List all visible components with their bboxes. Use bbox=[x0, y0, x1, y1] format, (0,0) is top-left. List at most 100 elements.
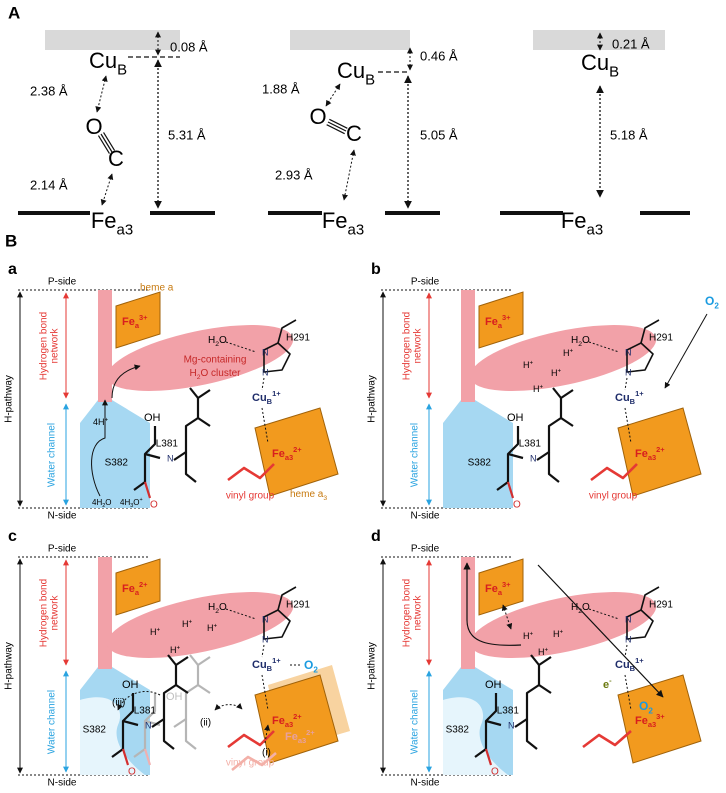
h-pathway: H-pathway bbox=[4, 642, 15, 690]
label-part: Fe bbox=[635, 448, 648, 460]
label-part: O bbox=[304, 658, 313, 672]
water-channel: Water channel bbox=[410, 423, 421, 487]
atom-label: O bbox=[85, 114, 102, 139]
line bbox=[664, 313, 708, 389]
line bbox=[624, 674, 632, 711]
fe-a3-label: Fea32+ bbox=[272, 445, 302, 462]
e-minus-label: e- bbox=[603, 676, 612, 691]
step-arrow bbox=[117, 691, 161, 711]
fe-label: Fea3 bbox=[322, 208, 364, 239]
proton-column bbox=[98, 557, 112, 669]
label-part: Cu bbox=[615, 659, 630, 671]
panel-letter: d bbox=[371, 528, 381, 545]
label-part: O cluster bbox=[201, 368, 242, 379]
label-part: 2 bbox=[215, 608, 219, 615]
label-part: B bbox=[117, 61, 127, 78]
line bbox=[588, 608, 620, 620]
residue-ghost bbox=[189, 654, 199, 666]
atom-label: C bbox=[108, 146, 124, 171]
l381: L381 bbox=[156, 439, 179, 450]
label-part: 2 bbox=[102, 503, 105, 509]
residue-ghost bbox=[197, 684, 211, 694]
proton-column bbox=[461, 290, 475, 402]
panel-letter: b bbox=[371, 261, 381, 278]
step-label: (iii) bbox=[112, 698, 125, 709]
atom-label: N bbox=[167, 453, 174, 463]
label-part: O bbox=[133, 498, 139, 507]
vinyl-ghost bbox=[231, 752, 277, 772]
label-part: 3+ bbox=[502, 313, 511, 322]
line bbox=[95, 75, 108, 113]
label-part: B bbox=[267, 664, 273, 673]
label-part: 4H bbox=[120, 498, 130, 507]
label-part: a3 bbox=[117, 221, 134, 238]
label-part: B bbox=[267, 397, 273, 406]
label-part: B bbox=[630, 664, 636, 673]
label-part: Fe bbox=[485, 316, 498, 328]
label-part: H bbox=[208, 602, 215, 613]
distance-label: 0.08 Å bbox=[170, 39, 208, 54]
s382: S382 bbox=[83, 725, 107, 736]
residue bbox=[547, 452, 560, 483]
side-chain bbox=[640, 319, 660, 344]
fe-a-label: Fea3+ bbox=[485, 313, 511, 330]
line bbox=[537, 564, 664, 698]
label-part: + bbox=[560, 628, 564, 635]
label-part: Cu bbox=[89, 48, 117, 73]
label-part: 1+ bbox=[635, 389, 644, 398]
p-side: P-side bbox=[48, 544, 77, 555]
heme-a bbox=[115, 558, 161, 616]
residue bbox=[514, 656, 552, 728]
line bbox=[100, 173, 114, 206]
label-part: a3 bbox=[285, 453, 293, 462]
p-side: P-side bbox=[411, 544, 440, 555]
line bbox=[588, 341, 620, 353]
h-plus: H+ bbox=[538, 646, 549, 657]
atom-label: O bbox=[513, 500, 521, 511]
side-chain bbox=[277, 586, 297, 611]
panel-letter: a bbox=[8, 261, 17, 278]
label-part: 2+ bbox=[139, 580, 148, 589]
water-channel-shape bbox=[80, 400, 150, 508]
s382: S382 bbox=[105, 458, 129, 469]
heme-a3: heme a3 bbox=[290, 489, 327, 502]
distance-label: 0.21 Å bbox=[612, 36, 650, 51]
line bbox=[100, 133, 113, 153]
label-part: 2 bbox=[313, 666, 318, 675]
step-label: (i) bbox=[262, 748, 271, 759]
vinyl bbox=[227, 463, 275, 482]
distance-label: 0.46 Å bbox=[420, 48, 458, 63]
label-part: Fe bbox=[272, 715, 285, 727]
h2o-label: H2O bbox=[208, 335, 227, 348]
step-arrow bbox=[214, 703, 243, 711]
label-part: H bbox=[563, 348, 570, 358]
n-side: N-side bbox=[411, 511, 440, 522]
label-part: B bbox=[630, 397, 636, 406]
label-part: O bbox=[582, 602, 590, 613]
line bbox=[624, 644, 628, 658]
water-channel: Water channel bbox=[47, 690, 58, 754]
residue bbox=[173, 389, 211, 461]
residue-ghost bbox=[143, 748, 152, 766]
h2o-label: H2O bbox=[208, 602, 227, 615]
line bbox=[261, 377, 265, 391]
atom-label: N bbox=[262, 347, 269, 357]
label-part: Fe bbox=[285, 731, 298, 743]
residue bbox=[151, 656, 189, 728]
s382: S382 bbox=[468, 458, 492, 469]
oh-label: OH bbox=[507, 412, 524, 424]
four-h-plus: 4H+ bbox=[93, 416, 109, 427]
distance-label: 5.05 Å bbox=[420, 127, 458, 142]
label-part: H bbox=[150, 627, 157, 637]
proton-arrow bbox=[91, 399, 108, 497]
cu-b-label: CuB1+ bbox=[252, 656, 281, 673]
label-part: 3 bbox=[323, 495, 327, 502]
fe-a3-label: Fea32+ bbox=[272, 712, 302, 729]
label-part: a3 bbox=[298, 736, 306, 745]
h291: H291 bbox=[286, 600, 310, 611]
label-part: a3 bbox=[648, 720, 656, 729]
line bbox=[624, 377, 628, 391]
cu-b-label: CuB1+ bbox=[252, 389, 281, 406]
hbond-network-1: Hydrogen bond bbox=[402, 579, 413, 647]
n-side: N-side bbox=[48, 778, 77, 789]
